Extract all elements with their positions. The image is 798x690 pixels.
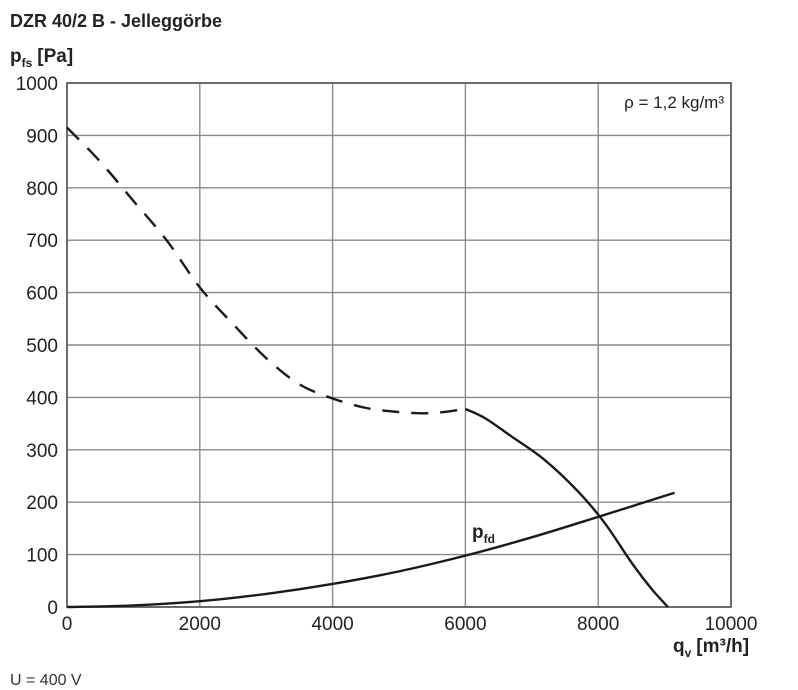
y-tick-label: 500 bbox=[26, 336, 58, 357]
x-tick-label: 4000 bbox=[311, 614, 353, 635]
y-tick-label: 800 bbox=[26, 179, 58, 200]
pfd-series-label: pfd bbox=[472, 522, 495, 546]
footer-text: U = 400 V bbox=[10, 672, 82, 689]
series-line-1 bbox=[66, 126, 466, 415]
x-tick-label: 10000 bbox=[705, 614, 758, 635]
y-tick-label: 200 bbox=[26, 493, 58, 514]
curves bbox=[66, 126, 675, 609]
y-tick-label: 700 bbox=[26, 231, 58, 252]
y-tick-label: 300 bbox=[26, 441, 58, 462]
y-tick-label: 0 bbox=[47, 598, 58, 619]
density-annotation: ρ = 1,2 kg/m³ bbox=[624, 93, 724, 112]
plot-frame bbox=[66, 82, 732, 608]
x-tick-label: 2000 bbox=[179, 614, 221, 635]
chart-title: DZR 40/2 B - Jelleggörbe bbox=[10, 11, 223, 31]
y-tick-label: 400 bbox=[26, 388, 58, 409]
series-line-2 bbox=[464, 407, 669, 608]
y-axis-label: pfs [Pa] bbox=[10, 46, 73, 70]
y-tick-label: 900 bbox=[26, 126, 58, 147]
y-tick-label: 600 bbox=[26, 284, 58, 305]
x-axis-label: qv [m³/h] bbox=[673, 636, 749, 660]
grid bbox=[66, 82, 732, 608]
x-tick-label: 0 bbox=[62, 614, 73, 635]
series-line-3 bbox=[66, 491, 675, 609]
y-tick-label: 1000 bbox=[16, 74, 58, 95]
x-tick-label: 6000 bbox=[444, 614, 486, 635]
x-tick-label: 8000 bbox=[577, 614, 619, 635]
y-tick-label: 100 bbox=[26, 546, 58, 567]
